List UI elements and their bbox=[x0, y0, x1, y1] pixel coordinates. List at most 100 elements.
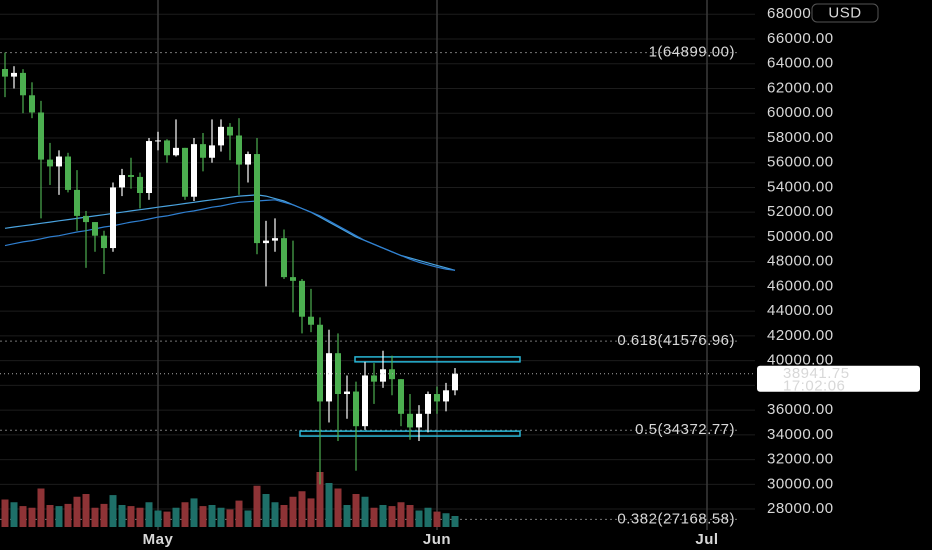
fib-label: 0.618(41576.96) bbox=[617, 332, 735, 349]
candle-body bbox=[353, 391, 359, 427]
volume-bar bbox=[415, 510, 423, 527]
candle-body bbox=[20, 72, 26, 96]
candle-body bbox=[416, 413, 422, 428]
candle-body bbox=[452, 373, 458, 391]
volume-bar bbox=[442, 513, 450, 527]
volume-bar bbox=[145, 502, 153, 527]
volume-bar bbox=[298, 491, 306, 527]
volume-bar bbox=[451, 516, 459, 527]
candle-body bbox=[407, 413, 413, 428]
candle-body bbox=[38, 112, 44, 160]
x-tick-label: May bbox=[143, 531, 174, 548]
y-tick-label: 52000.00 bbox=[767, 203, 834, 220]
candle-body bbox=[2, 68, 8, 77]
y-tick-label: 40000.00 bbox=[767, 352, 834, 369]
volume-bar bbox=[262, 494, 270, 527]
y-tick-label: 50000.00 bbox=[767, 228, 834, 245]
candle-body bbox=[443, 390, 449, 402]
volume-bar bbox=[190, 498, 198, 527]
candle-body bbox=[371, 375, 377, 382]
candle-body bbox=[389, 369, 395, 380]
volume-bar bbox=[46, 505, 54, 527]
candle-body bbox=[47, 159, 53, 167]
volume-bar bbox=[343, 505, 351, 527]
candle-body bbox=[11, 72, 17, 77]
volume-bar bbox=[325, 483, 333, 527]
volume-bar bbox=[172, 507, 180, 527]
candle-body bbox=[137, 176, 143, 194]
time-axis-bg bbox=[0, 530, 755, 550]
fib-label: 1(64899.00) bbox=[649, 44, 735, 61]
volume-bar bbox=[208, 505, 216, 527]
volume-bar bbox=[370, 507, 378, 527]
candle-body bbox=[209, 145, 215, 158]
candle-body bbox=[92, 222, 98, 236]
candle-body bbox=[56, 156, 62, 167]
currency-badge bbox=[811, 3, 879, 23]
countdown-label: 17:02:06 bbox=[783, 378, 845, 395]
volume-bar bbox=[235, 500, 243, 527]
candle-body bbox=[83, 215, 89, 223]
volume-bar bbox=[55, 506, 63, 527]
candle-body bbox=[362, 375, 368, 427]
volume-bar bbox=[334, 488, 342, 527]
volume-bar bbox=[109, 495, 117, 527]
y-tick-label: 36000.00 bbox=[767, 401, 834, 418]
volume-bar bbox=[154, 510, 162, 527]
y-tick-label: 62000.00 bbox=[767, 79, 834, 96]
volume-bar bbox=[433, 511, 441, 527]
volume-bar bbox=[280, 505, 288, 527]
candle-body bbox=[326, 353, 332, 402]
volume-bar bbox=[424, 507, 432, 527]
volume-bar bbox=[127, 506, 135, 527]
candle-body bbox=[335, 353, 341, 395]
y-tick-label: 46000.00 bbox=[767, 277, 834, 294]
volume-bar bbox=[118, 505, 126, 527]
volume-bar bbox=[19, 506, 27, 527]
candle-body bbox=[245, 154, 251, 165]
candle-body bbox=[119, 175, 125, 188]
y-tick-label: 56000.00 bbox=[767, 154, 834, 171]
candle-body bbox=[254, 154, 260, 244]
y-tick-label: 44000.00 bbox=[767, 302, 834, 319]
candle-body bbox=[272, 238, 278, 241]
volume-bar bbox=[100, 503, 108, 527]
volume-bar bbox=[64, 503, 72, 527]
volume-bar bbox=[352, 494, 360, 527]
candle-body bbox=[434, 394, 440, 402]
candle-body bbox=[173, 147, 179, 156]
volume-bar bbox=[226, 509, 234, 527]
candle-body bbox=[155, 140, 161, 142]
candle-body bbox=[65, 156, 71, 190]
volume-bar bbox=[379, 505, 387, 527]
y-tick-label: 60000.00 bbox=[767, 104, 834, 121]
candle-body bbox=[263, 240, 269, 244]
volume-bar bbox=[361, 496, 369, 527]
candle-body bbox=[317, 324, 323, 402]
candle-body bbox=[380, 369, 386, 382]
candle-body bbox=[398, 379, 404, 414]
price-label: 38941.75 bbox=[783, 365, 850, 382]
volume-bar bbox=[91, 507, 99, 527]
zone-box bbox=[354, 356, 521, 363]
candle-body bbox=[101, 235, 107, 249]
volume-bar bbox=[289, 496, 297, 527]
volume-bar bbox=[10, 502, 18, 527]
candle-body bbox=[191, 144, 197, 197]
y-tick-label: 28000.00 bbox=[767, 500, 834, 517]
volume-bar bbox=[28, 507, 36, 527]
volume-bar bbox=[163, 511, 171, 527]
y-tick-label: 34000.00 bbox=[767, 426, 834, 443]
volume-bar bbox=[253, 485, 261, 527]
candle-body bbox=[110, 187, 116, 249]
candle-body bbox=[29, 95, 35, 113]
x-tick-label: Jul bbox=[695, 531, 718, 548]
candle-body bbox=[344, 391, 350, 395]
candle-body bbox=[218, 126, 224, 146]
volume-bar bbox=[307, 498, 315, 527]
volume-bar bbox=[217, 507, 225, 527]
y-tick-label: 64000.00 bbox=[767, 55, 834, 72]
volume-bar bbox=[316, 472, 324, 527]
volume-bar bbox=[1, 499, 9, 527]
